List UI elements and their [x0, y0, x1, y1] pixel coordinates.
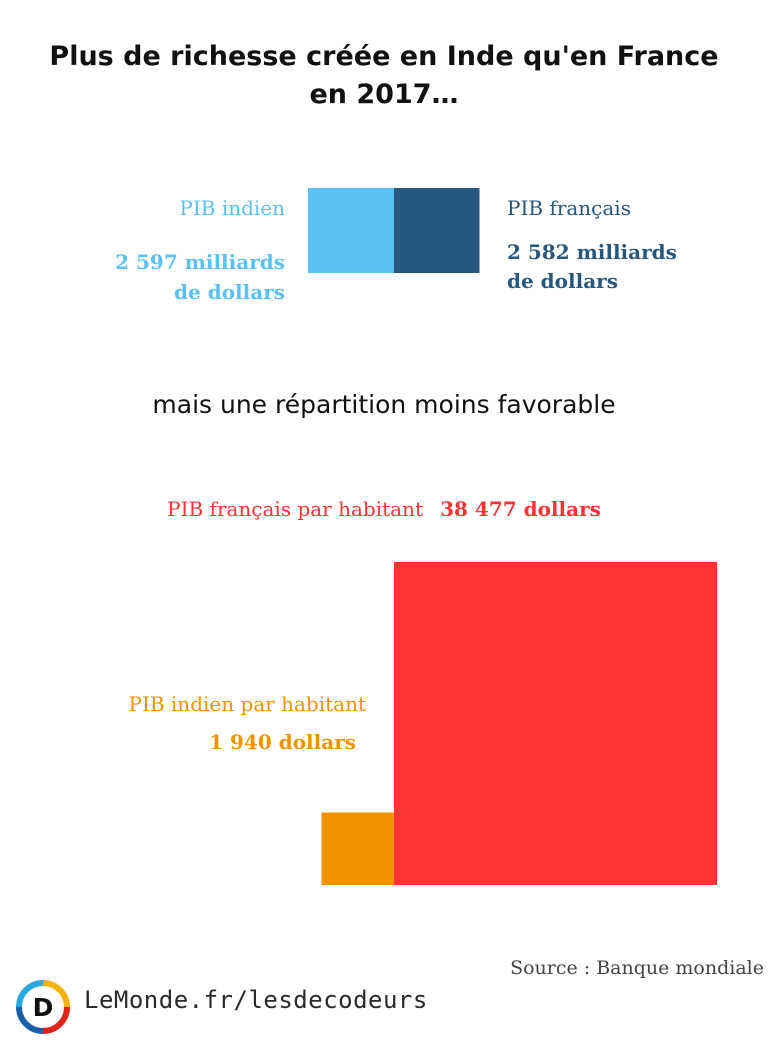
logo-letter: D — [33, 993, 54, 1022]
india-per-capita-value: 1 940 dollars — [209, 730, 356, 754]
france-per-capita-square — [394, 562, 717, 885]
title-line-2: en 2017… — [309, 79, 459, 110]
india-total-value-line-1: 2 597 milliards — [115, 250, 285, 274]
france-total-value-line-2: de dollars — [507, 269, 618, 293]
france-per-capita-value: 38 477 dollars — [440, 497, 601, 521]
india-total-bar — [308, 188, 394, 273]
india-per-capita-label: PIB indien par habitant — [128, 692, 367, 716]
france-total-value: 2 582 milliards de dollars — [507, 238, 677, 296]
india-per-capita-square — [321, 812, 394, 885]
france-per-capita-label: PIB français par habitant — [167, 497, 423, 521]
france-total-bar — [394, 188, 480, 273]
title-line-1: Plus de richesse créée en Inde qu'en Fra… — [49, 41, 719, 72]
india-total-value-line-2: de dollars — [174, 280, 285, 304]
source-note: Source : Banque mondiale — [510, 957, 764, 979]
brand-link[interactable]: LeMonde.fr/lesdecodeurs — [84, 986, 428, 1014]
chart-title: Plus de richesse créée en Inde qu'en Fra… — [0, 38, 768, 114]
india-total-value: 2 597 milliards de dollars — [60, 247, 285, 307]
france-total-value-line-1: 2 582 milliards — [507, 240, 677, 264]
india-total-label: PIB indien — [179, 196, 285, 220]
subtitle: mais une répartition moins favorable — [152, 390, 616, 419]
france-per-capita-caption: PIB français par habitant 38 477 dollars — [0, 497, 768, 521]
france-total-label: PIB français — [507, 196, 631, 220]
decodeurs-logo-icon: D — [16, 980, 70, 1034]
